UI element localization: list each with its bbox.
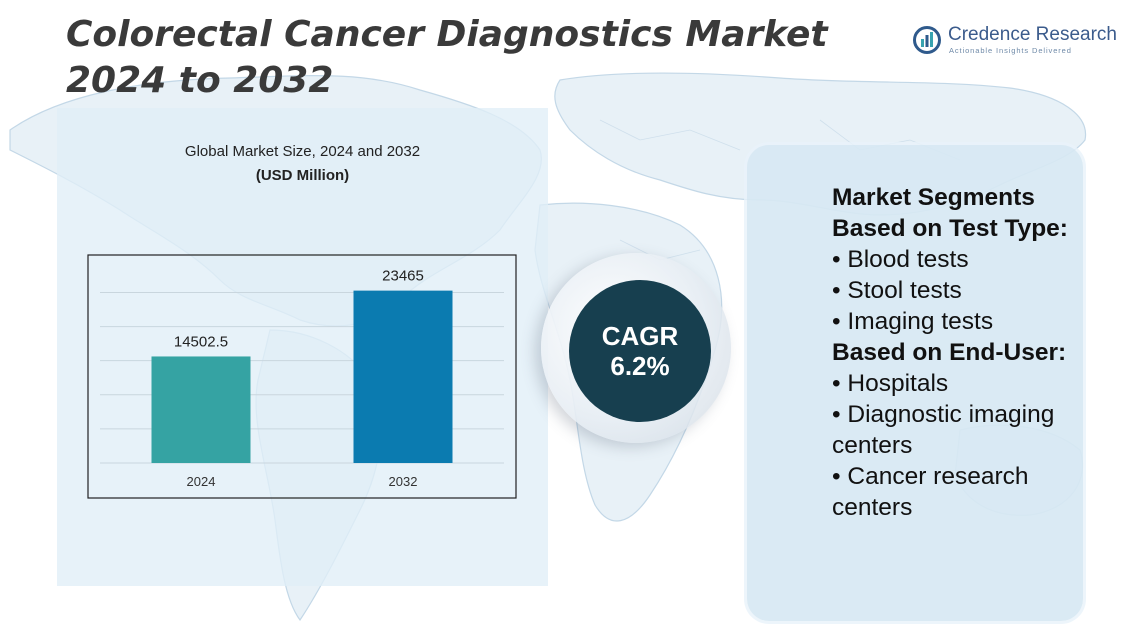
- chart-title: Global Market Size, 2024 and 2032: [184, 143, 421, 160]
- segment-item-cancer-research-centers: • Cancer research centers: [832, 463, 1029, 521]
- bars: [151, 290, 453, 463]
- segments-panel: [747, 145, 1083, 621]
- brand-logo: Credence Research Actionable Insights De…: [912, 24, 1117, 58]
- segments-heading-test-type: Market Segments Based on Test Type:: [832, 184, 1068, 242]
- cagr-badge: CAGR 6.2%: [569, 280, 711, 422]
- category-label-2024: 2024: [187, 474, 216, 489]
- data-labels: 14502.5 23465: [174, 268, 424, 351]
- logo-mark-icon: [913, 26, 941, 54]
- segment-item-imaging-tests: • Imaging tests: [832, 308, 994, 335]
- bar-2024: [151, 356, 251, 463]
- plot-frame: [87, 254, 517, 499]
- data-label-2032: 23465: [382, 268, 424, 285]
- cagr-label: CAGR: [601, 321, 679, 351]
- category-labels: 2024 2032: [187, 474, 418, 489]
- segment-item-diagnostic-imaging-centers: • Diagnostic imaging centers: [832, 401, 1055, 459]
- data-label-2024: 14502.5: [174, 333, 228, 350]
- segments-heading-end-user: Based on End-User:: [832, 339, 1067, 366]
- segment-item-hospitals: • Hospitals: [832, 370, 949, 397]
- cagr-value: 6.2%: [610, 351, 670, 381]
- bar-2032: [353, 290, 453, 463]
- logo-name: Credence Research: [948, 24, 1117, 45]
- category-label-2032: 2032: [389, 474, 418, 489]
- chart-panel: [57, 108, 548, 586]
- segment-item-blood-tests: • Blood tests: [832, 246, 969, 273]
- segment-item-stool-tests: • Stool tests: [832, 277, 962, 304]
- segments-list: Market Segments Based on Test Type: • Bl…: [832, 182, 1082, 523]
- chart-unit-label: (USD Million): [255, 167, 350, 184]
- logo-tagline: Actionable Insights Delivered: [949, 46, 1072, 55]
- page-title: Colorectal Cancer Diagnostics Market 202…: [66, 14, 828, 101]
